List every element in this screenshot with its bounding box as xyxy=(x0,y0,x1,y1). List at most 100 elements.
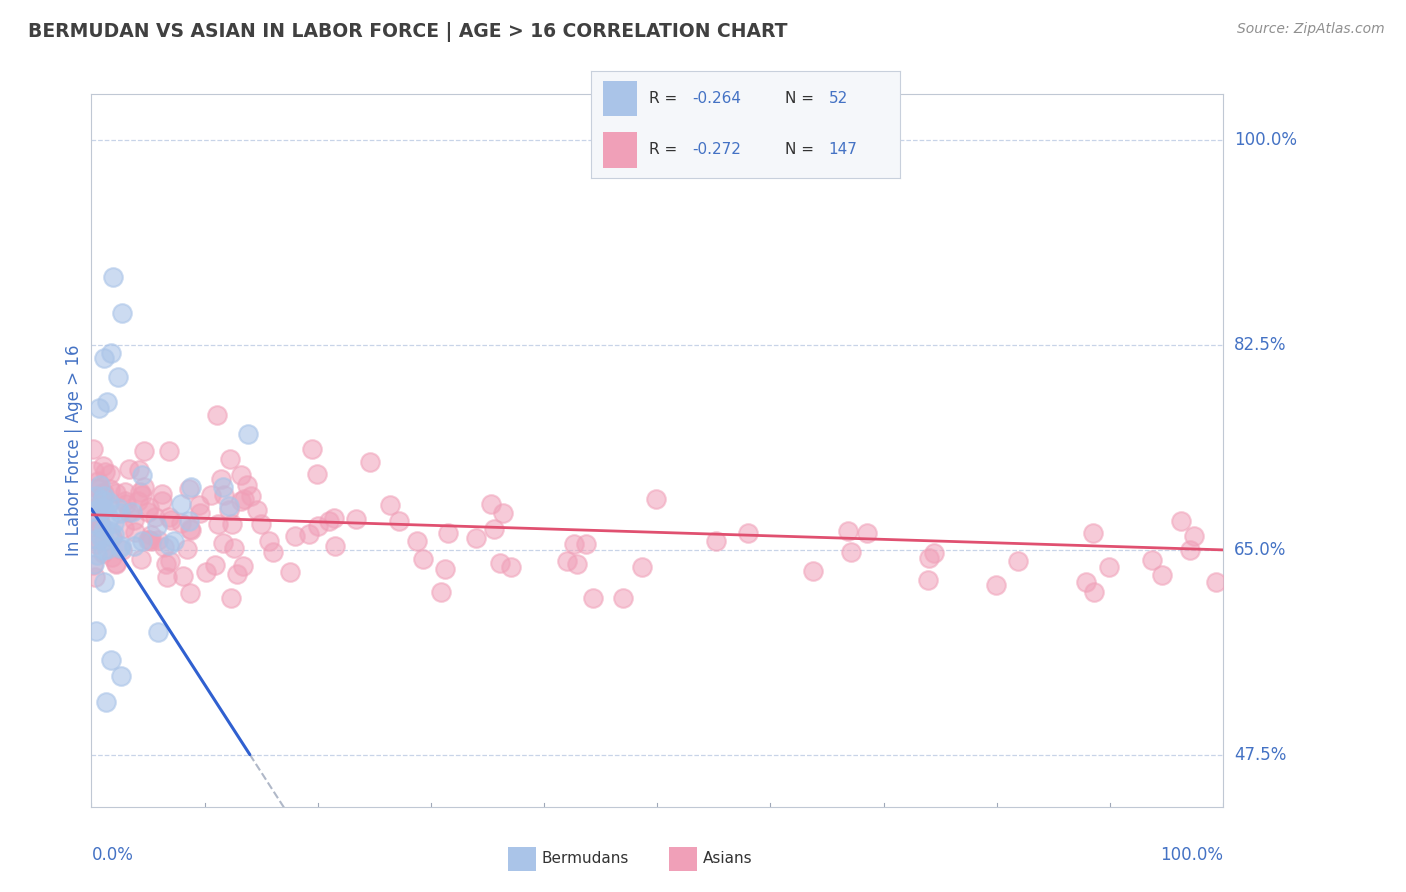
Point xyxy=(132,444,155,458)
Point xyxy=(157,510,180,524)
Point xyxy=(1140,553,1163,567)
Point xyxy=(704,533,727,548)
Point xyxy=(93,533,115,547)
Text: N =: N = xyxy=(786,91,820,106)
Text: Bermudans: Bermudans xyxy=(541,852,628,866)
Point xyxy=(180,524,202,538)
Point xyxy=(225,567,247,582)
Point xyxy=(97,494,120,508)
Point xyxy=(146,624,169,639)
Text: 47.5%: 47.5% xyxy=(1234,746,1286,764)
Point xyxy=(94,466,117,480)
Text: BERMUDAN VS ASIAN IN LABOR FORCE | AGE > 16 CORRELATION CHART: BERMUDAN VS ASIAN IN LABOR FORCE | AGE >… xyxy=(28,22,787,42)
Point xyxy=(103,526,125,541)
Point xyxy=(236,426,259,441)
Point xyxy=(107,369,129,384)
Text: 147: 147 xyxy=(828,142,858,157)
Point xyxy=(89,401,111,416)
Point xyxy=(157,538,180,552)
Text: 82.5%: 82.5% xyxy=(1234,336,1286,354)
Text: -0.264: -0.264 xyxy=(693,91,741,106)
Bar xyxy=(603,132,637,168)
Point xyxy=(127,494,149,508)
Text: 100.0%: 100.0% xyxy=(1160,847,1223,864)
Point xyxy=(96,542,118,557)
Point xyxy=(128,463,150,477)
Point xyxy=(837,524,859,538)
Y-axis label: In Labor Force | Age > 16: In Labor Force | Age > 16 xyxy=(65,344,83,557)
Point xyxy=(249,517,271,532)
Point xyxy=(145,518,167,533)
Point xyxy=(298,527,321,541)
Point xyxy=(582,591,605,605)
Point xyxy=(278,566,301,580)
Point xyxy=(307,519,329,533)
Point xyxy=(108,541,131,555)
Point xyxy=(84,489,107,503)
Point xyxy=(89,521,111,535)
Point xyxy=(118,462,141,476)
Point xyxy=(489,556,512,570)
Point xyxy=(163,534,186,549)
Point xyxy=(110,539,132,553)
Point xyxy=(97,499,120,513)
Bar xyxy=(603,81,637,116)
Point xyxy=(104,486,127,500)
Point xyxy=(138,533,160,547)
Point xyxy=(188,499,211,513)
Point xyxy=(318,514,340,528)
Point xyxy=(211,536,233,550)
Point xyxy=(562,537,585,551)
Point xyxy=(169,516,191,530)
Point xyxy=(465,531,488,545)
Point xyxy=(856,525,879,540)
Point xyxy=(1076,575,1098,590)
Point xyxy=(93,522,115,536)
Point xyxy=(240,489,263,503)
Text: 100.0%: 100.0% xyxy=(1234,131,1298,150)
Point xyxy=(359,455,381,469)
Point xyxy=(89,477,111,491)
Point xyxy=(83,557,105,571)
Point xyxy=(207,517,229,532)
Point xyxy=(205,408,228,422)
Point xyxy=(110,506,132,520)
Point xyxy=(233,491,256,506)
Point xyxy=(138,500,160,514)
Point xyxy=(222,541,245,556)
Point xyxy=(139,534,162,549)
Point xyxy=(141,528,163,542)
Point xyxy=(101,549,124,564)
Point xyxy=(219,451,242,466)
Point xyxy=(737,526,759,541)
Point xyxy=(82,442,104,457)
Point xyxy=(87,519,110,533)
Point xyxy=(91,502,114,516)
Point xyxy=(89,516,111,531)
Point xyxy=(136,504,159,518)
Point xyxy=(631,560,654,574)
Point xyxy=(986,578,1008,592)
Point xyxy=(91,486,114,500)
Point xyxy=(91,542,114,557)
Point xyxy=(180,480,202,494)
Point xyxy=(114,484,136,499)
Point xyxy=(612,591,634,605)
Point xyxy=(91,458,114,473)
Point xyxy=(93,489,115,503)
Point xyxy=(82,558,104,572)
Text: Source: ZipAtlas.com: Source: ZipAtlas.com xyxy=(1237,22,1385,37)
Point xyxy=(111,306,134,320)
Point xyxy=(1081,525,1104,540)
Point xyxy=(90,518,112,533)
Point xyxy=(96,395,118,409)
Point xyxy=(555,553,578,567)
Point xyxy=(801,564,824,578)
Point xyxy=(170,497,193,511)
Point xyxy=(87,498,110,512)
Point xyxy=(150,486,173,500)
Text: 0.0%: 0.0% xyxy=(91,847,134,864)
Point xyxy=(105,557,128,571)
Point xyxy=(131,467,153,482)
Point xyxy=(122,539,145,553)
